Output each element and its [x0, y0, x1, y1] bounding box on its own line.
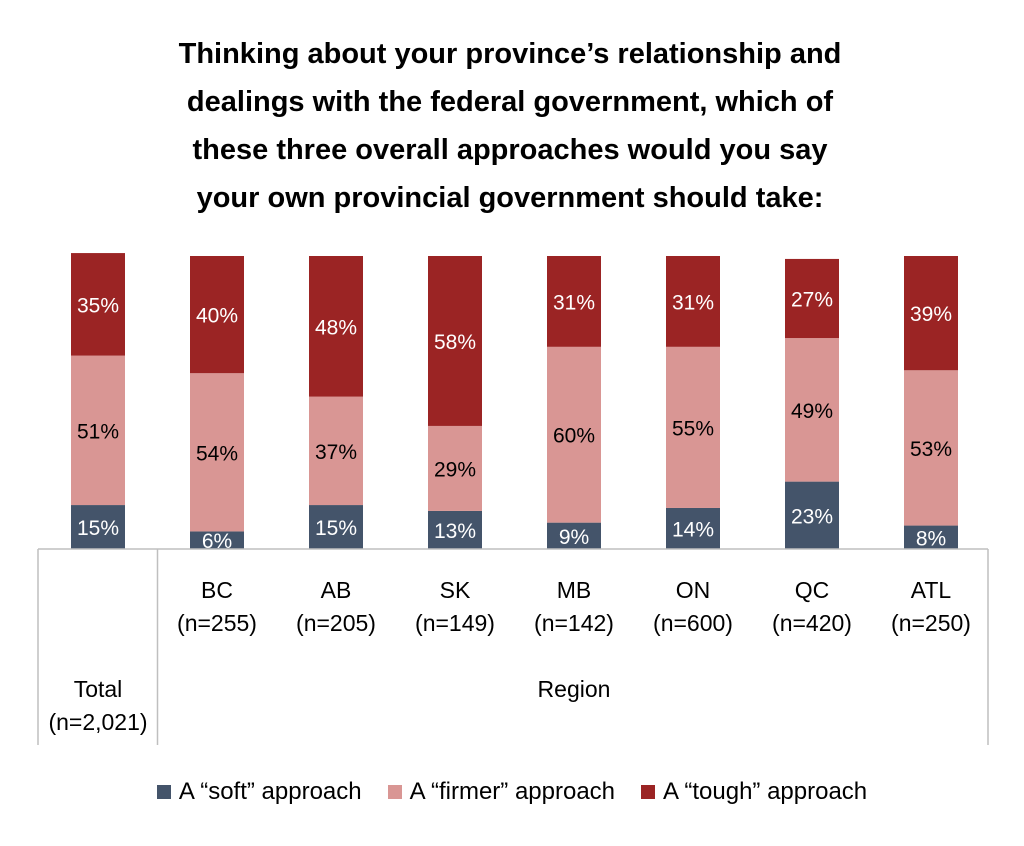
legend-label: A “firmer” approach: [409, 778, 616, 805]
bar-segment: [190, 373, 244, 532]
data-label: 55%: [672, 417, 714, 440]
bar-segment: [785, 338, 839, 482]
data-label: 35%: [77, 294, 119, 317]
bar-segment: [904, 370, 958, 526]
bar-segment: [547, 256, 601, 347]
data-label: 58%: [434, 331, 476, 354]
bar-segment: [904, 256, 958, 371]
data-label: 15%: [77, 517, 119, 540]
bar-segment: [666, 256, 720, 347]
data-label: 31%: [672, 291, 714, 314]
legend-swatch: [641, 785, 656, 799]
bar-segment: [71, 253, 125, 356]
bar-segment: [71, 505, 125, 549]
bar-segment: [309, 505, 363, 549]
legend-item: A “soft” approach: [156, 778, 362, 806]
data-label: 9%: [559, 526, 589, 549]
x-tick-label: MB (n=142): [534, 577, 614, 636]
data-label: 37%: [315, 441, 357, 464]
bar-segment: [785, 481, 839, 549]
bar-segment: [190, 256, 244, 374]
legend-item: A “tough” approach: [641, 778, 867, 806]
x-tick-label: BC (n=255): [177, 577, 257, 636]
data-label: 6%: [202, 530, 232, 553]
data-label: 49%: [791, 400, 833, 423]
legend-swatch: [387, 785, 402, 799]
bar-segment: [666, 346, 720, 508]
bar-segment: [785, 258, 839, 339]
chart-legend: A “soft” approach A “firmer” approach A “t…: [0, 778, 1024, 806]
legend-swatch: [156, 785, 171, 799]
x-tick-label: ON (n=600): [653, 577, 733, 636]
x-tick-label: QC (n=420): [772, 577, 852, 636]
data-label: 39%: [910, 303, 952, 326]
data-label: 40%: [196, 305, 238, 328]
group-label: Region: [538, 676, 611, 702]
data-label: 14%: [672, 518, 714, 541]
legend-item: A “firmer” approach: [387, 778, 616, 806]
bar-segment: [428, 425, 482, 511]
bar-segment: [547, 522, 601, 549]
data-label: 31%: [553, 291, 595, 314]
legend-label: A “soft” approach: [178, 778, 362, 805]
data-label: 8%: [916, 527, 946, 550]
bar-segment: [309, 256, 363, 397]
x-tick-label: Total (n=2,021): [48, 676, 147, 735]
data-label: 27%: [791, 288, 833, 311]
bar-segment: [71, 355, 125, 506]
data-label: 13%: [434, 520, 476, 543]
bar-segment: [547, 346, 601, 523]
chart-title: Thinking about your province’s relations…: [178, 38, 842, 214]
data-label: 15%: [315, 517, 357, 540]
data-label: 53%: [910, 438, 952, 461]
x-tick-label: SK (n=149): [415, 577, 495, 636]
data-label: 23%: [791, 505, 833, 528]
bar-segment: [904, 525, 958, 549]
data-label: 51%: [77, 420, 119, 443]
legend-label: A “tough” approach: [663, 778, 868, 805]
category-axis: Total (n=2,021) BC (n=255) AB (n=205) SK (n=149…: [37, 548, 989, 745]
bar-segment: [666, 507, 720, 549]
bars-layer: 15% 51% 35% 6% 54% 40% 15% 37% 48% 13% 29% 58% 9% 60%…: [71, 253, 958, 553]
bar-segment: [428, 256, 482, 426]
x-tick-label: AB (n=205): [296, 577, 376, 636]
data-label: 29%: [434, 458, 476, 481]
x-tick-label: ATL (n=250): [891, 577, 971, 636]
bar-segment: [309, 396, 363, 506]
bar-segment: [190, 531, 244, 549]
data-label: 48%: [315, 316, 357, 339]
bar-segment: [428, 510, 482, 549]
data-label: 60%: [553, 425, 595, 448]
data-label: 54%: [196, 442, 238, 465]
